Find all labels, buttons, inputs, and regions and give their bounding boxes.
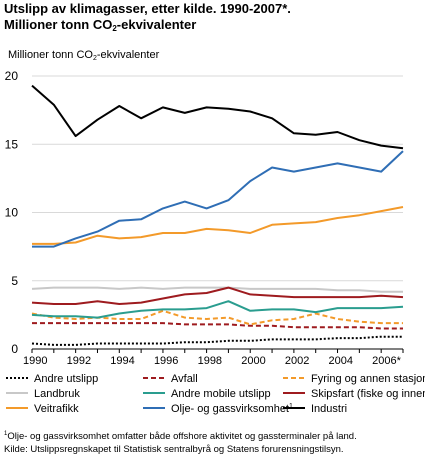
x-tick-label: 1994 <box>110 355 134 367</box>
y-axis-label-sub: 2 <box>93 55 97 62</box>
series-line <box>31 286 404 305</box>
legend-label: Skipsfart (fiske og innenriks) <box>311 388 425 400</box>
footnote-marker: 1 <box>4 431 8 437</box>
legend-label: Veitrafikk <box>34 403 79 415</box>
title-line-1: Utslipp av klimagasser, etter kilde. 199… <box>4 1 291 16</box>
y-tick-label: 0 <box>11 342 18 356</box>
footnote: 1Olje- og gassvirksomhet omfatter både o… <box>4 428 357 456</box>
y-tick-label: 15 <box>5 137 19 151</box>
x-tick-label: 1990 <box>23 355 47 367</box>
title-line-2-sub: 2 <box>112 24 117 33</box>
footnote-line-2: Kilde: Utslippsregnskapet til Statistisk… <box>4 444 344 456</box>
x-axis: 1990 1992 1994 1996 1998 2000 2002 2004 2006* <box>23 348 404 367</box>
legend-label: Industri <box>311 403 347 415</box>
x-tick-label: 1996 <box>154 355 178 367</box>
series-line <box>32 150 404 248</box>
legend-label: Avfall <box>171 373 198 385</box>
x-tick-label: 2002 <box>285 355 309 367</box>
x-tick-label: 2006* <box>372 355 401 367</box>
grid-lines <box>32 75 403 282</box>
footnote-line-1: 1Olje- og gassvirksomhet omfatter både o… <box>4 428 357 443</box>
y-tick-label: 10 <box>5 206 19 220</box>
x-tick-label: 1998 <box>198 355 222 367</box>
series-line <box>32 322 403 330</box>
legend-label-sup: 1 <box>289 403 293 410</box>
legend-label: Andre utslipp <box>34 373 98 385</box>
y-axis-label-post: -ekvivalenter <box>97 49 160 61</box>
x-tick-label: 1992 <box>67 355 91 367</box>
chart-area: Millioner tonn CO2-ekvivalenter 05101520… <box>5 49 425 415</box>
legend-label: Andre mobile utslipp <box>171 388 271 400</box>
x-tick-label: 2000 <box>241 355 265 367</box>
y-tick-label: 20 <box>5 69 19 83</box>
series-line <box>31 84 404 150</box>
series-line <box>31 286 403 293</box>
y-tick-label: 5 <box>11 274 18 288</box>
y-axis-label: Millioner tonn CO2-ekvivalenter <box>8 49 160 62</box>
legend-label: Olje- og gassvirksomhet1 <box>171 403 293 415</box>
legend-label: Landbruk <box>34 388 80 400</box>
legend-label: Fyring og annen stasjonær forbrenning <box>311 373 425 385</box>
title-line-2: Millioner tonn CO2-ekvivalenter <box>4 17 291 37</box>
series-line <box>31 335 403 346</box>
x-tick-label: 2004 <box>329 355 353 367</box>
y-axis-label-pre: Millioner tonn CO <box>8 49 93 61</box>
y-tick-labels: 0 5 10 15 20 <box>5 69 19 356</box>
title-line-2-post: -ekvivalenter <box>116 17 197 32</box>
series-line <box>31 309 403 326</box>
series-line <box>32 206 404 245</box>
footnote-line-1-text: Olje- og gassvirksomhet omfatter både of… <box>7 431 357 443</box>
chart-title: Utslipp av klimagasser, etter kilde. 199… <box>4 1 291 37</box>
legend: Andre utslipp Avfall Fyring og annen stasj… <box>6 373 425 415</box>
title-line-2-pre: Millioner tonn CO <box>4 17 113 32</box>
series-lines <box>31 84 404 346</box>
series-line <box>31 300 404 319</box>
